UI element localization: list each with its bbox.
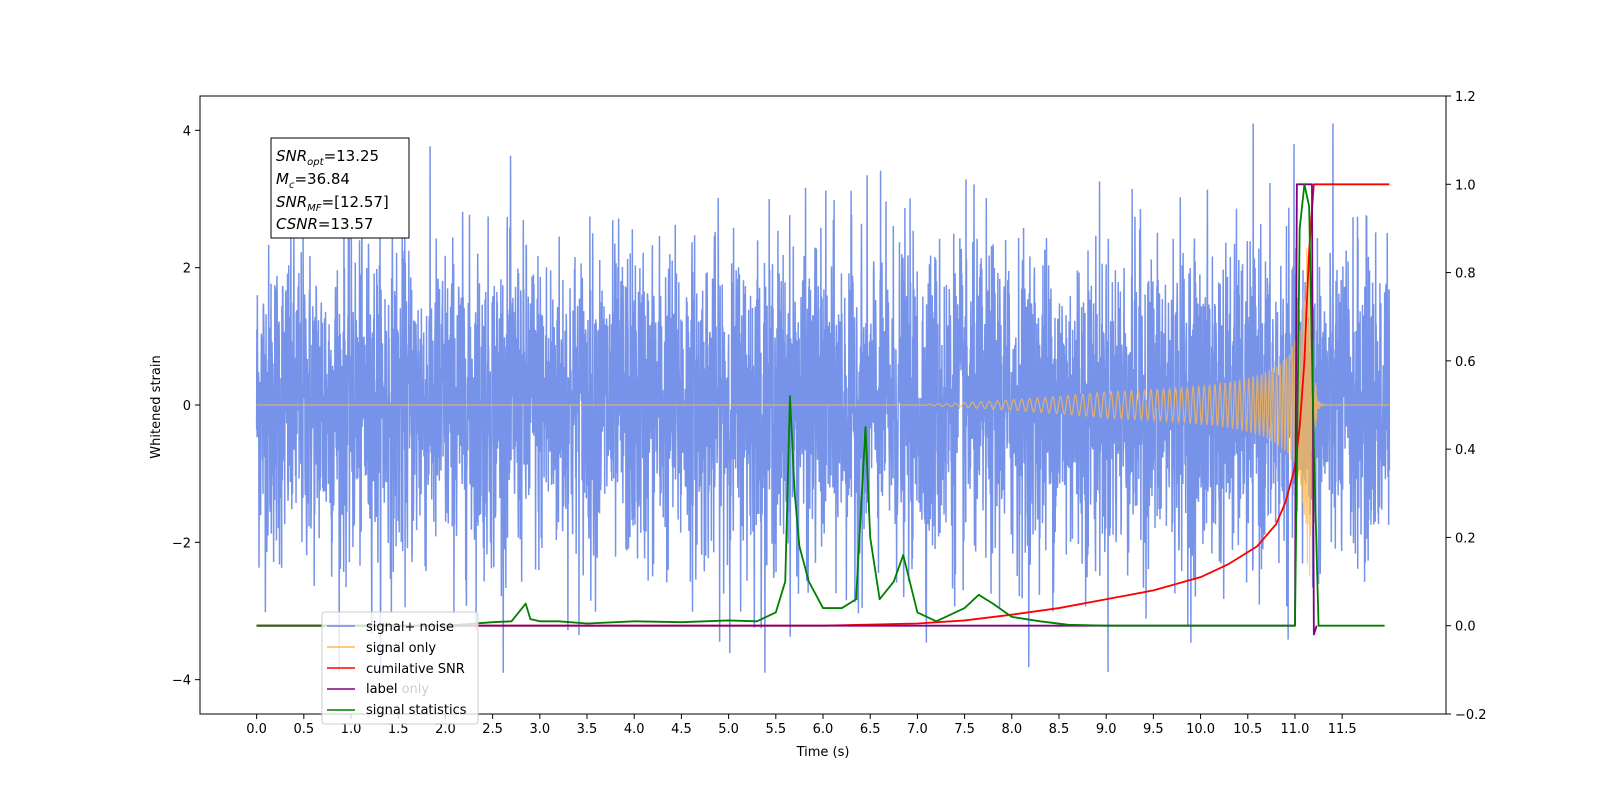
annotation-line-snr-opt: SNRopt=13.25 [276, 147, 379, 168]
x-tick-label: 4.5 [671, 722, 692, 737]
x-axis-label: Time (s) [796, 745, 850, 760]
y-tick-label: 0 [183, 399, 191, 414]
series-signal-only [256, 242, 1390, 577]
series-signal-statistics [256, 183, 1385, 627]
legend-entry: signal only [327, 641, 436, 656]
plot-area [255, 123, 1391, 673]
x-tick-label: 6.0 [813, 722, 834, 737]
x-axis: 0.0 0.5 1.0 1.5 2.0 2.5 3.0 3.5 4.0 4.5 5.0 5.5 6.0 6… [246, 714, 1357, 737]
x-tick-label: 10.0 [1186, 722, 1215, 737]
annotation-line-mc: Mc=36.84 [276, 170, 350, 191]
annotation-line-csnr: CSNR=13.57 [276, 215, 373, 233]
y2-tick-label: 0.0 [1455, 620, 1476, 635]
series-signal-noise [255, 123, 1391, 673]
y2-tick-label: −0.2 [1455, 708, 1487, 723]
legend-entry: cumilative SNR [327, 662, 465, 677]
y-tick-label: −2 [172, 536, 191, 551]
x-tick-label: 5.5 [765, 722, 786, 737]
x-tick-label: 3.0 [529, 722, 550, 737]
annotation-box: SNRopt=13.25 Mc=36.84 SNRMF=[12.57] CSNR… [270, 137, 410, 239]
legend-label-label: label [366, 682, 397, 697]
y2-tick-label: 0.2 [1455, 531, 1476, 546]
x-tick-label: 8.5 [1049, 722, 1070, 737]
y-axis-right: −0.2 0.0 0.2 0.4 0.6 0.8 1.0 1.2 [1446, 90, 1487, 723]
y2-tick-label: 1.2 [1455, 90, 1476, 105]
legend-label-cumulative-snr: cumilative SNR [366, 662, 465, 677]
x-tick-label: 0.0 [246, 722, 267, 737]
x-tick-label: 10.5 [1233, 722, 1262, 737]
y-axis-label: Whitened strain [149, 355, 164, 458]
x-tick-label: 4.0 [624, 722, 645, 737]
y-tick-label: −4 [172, 674, 191, 689]
legend-label-signal-statistics: signal statistics [366, 703, 467, 718]
y-axis-left: −4 −2 0 2 4 [172, 124, 200, 689]
x-tick-label: 1.0 [341, 722, 362, 737]
legend-entry: label [327, 682, 397, 697]
x-tick-label: 11.0 [1280, 722, 1309, 737]
y-tick-label: 2 [183, 262, 191, 277]
legend-hidden-text: label only [366, 682, 429, 697]
x-tick-label: 3.5 [577, 722, 598, 737]
legend-entry: signal+ noise [327, 620, 454, 635]
legend-label-signal-only: signal only [366, 641, 436, 656]
x-tick-label: 2.5 [482, 722, 503, 737]
x-tick-label: 5.0 [718, 722, 739, 737]
x-tick-label: 7.5 [954, 722, 975, 737]
annotation-line-snr-mf: SNRMF=[12.57] [276, 193, 389, 214]
x-tick-label: 1.5 [388, 722, 409, 737]
x-tick-label: 0.5 [293, 722, 314, 737]
x-tick-label: 9.5 [1143, 722, 1164, 737]
y2-tick-label: 0.8 [1455, 267, 1476, 282]
x-tick-label: 2.0 [435, 722, 456, 737]
legend: label only signal+ noise signal only cum… [321, 611, 479, 725]
x-tick-label: 8.0 [1001, 722, 1022, 737]
legend-label-signal-noise: signal+ noise [366, 620, 454, 635]
x-tick-label: 11.5 [1328, 722, 1357, 737]
x-tick-label: 6.5 [860, 722, 881, 737]
legend-entry: signal statistics [327, 703, 467, 718]
y2-tick-label: 1.0 [1455, 178, 1476, 193]
y2-tick-label: 0.6 [1455, 355, 1476, 370]
y2-tick-label: 0.4 [1455, 443, 1476, 458]
x-tick-label: 7.0 [907, 722, 928, 737]
x-tick-label: 9.0 [1096, 722, 1117, 737]
y-tick-label: 4 [183, 124, 191, 139]
